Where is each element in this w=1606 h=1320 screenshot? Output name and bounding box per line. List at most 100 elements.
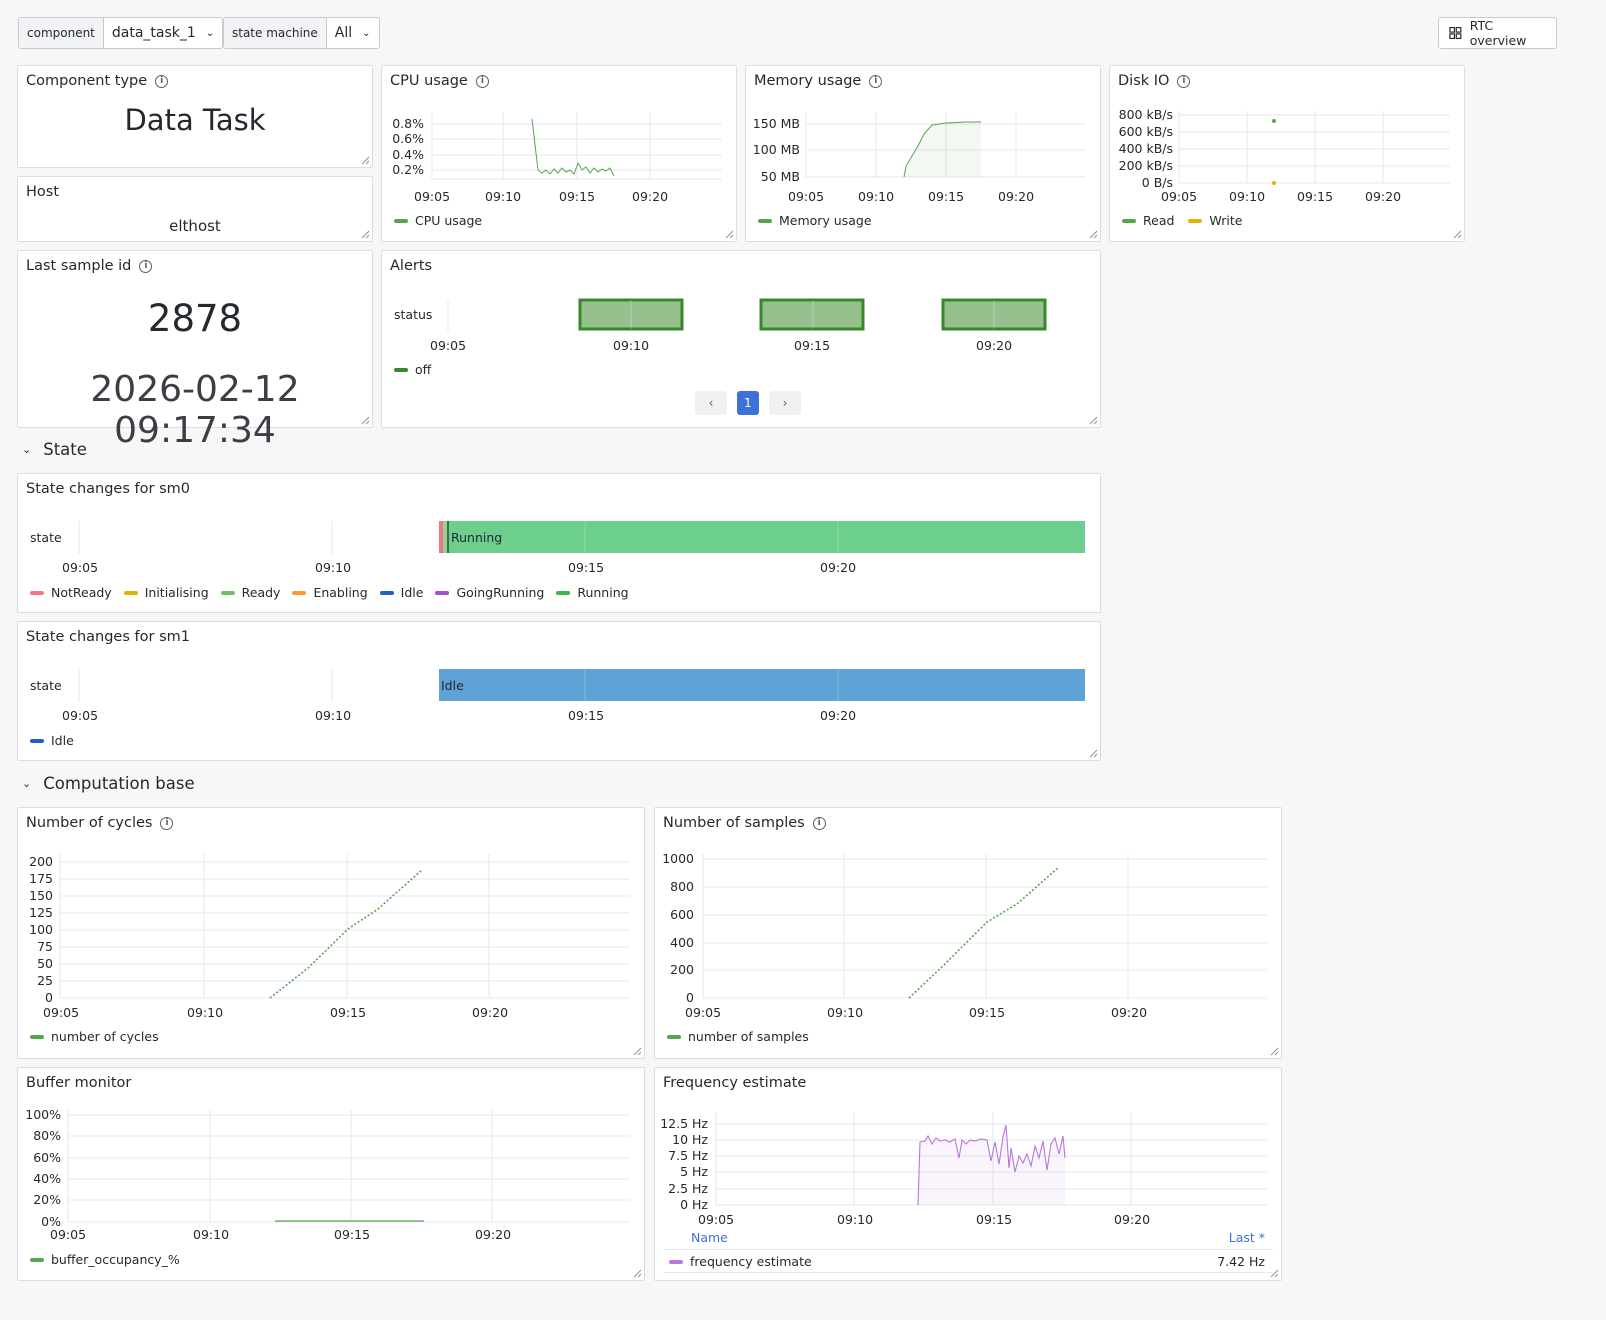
y-tick: 0 — [45, 990, 53, 1005]
legend-item[interactable]: Enabling — [292, 585, 368, 600]
legend-item[interactable]: NotReady — [30, 585, 112, 600]
legend-table-header-name[interactable]: Name — [691, 1230, 728, 1245]
y-tick: 600 — [670, 907, 694, 922]
legend-item[interactable]: Running — [556, 585, 629, 600]
legend-item[interactable]: GoingRunning — [435, 585, 544, 600]
component-variable-select[interactable]: data_task_1 ⌄ — [104, 18, 222, 48]
frequency-estimate-panel: Frequency estimate 12.5 Hz 10 Hz 7.5 Hz … — [654, 1067, 1282, 1281]
x-tick: 09:05 — [1161, 189, 1198, 204]
legend-table-divider — [663, 1249, 1273, 1250]
resize-handle-icon[interactable] — [361, 416, 370, 425]
resize-handle-icon[interactable] — [633, 1047, 642, 1056]
legend-item[interactable]: number of samples — [667, 1029, 809, 1044]
cycles-line — [269, 869, 423, 999]
resize-handle-icon[interactable] — [1089, 416, 1098, 425]
cycles-plot — [59, 854, 630, 999]
y-tick: 0.4% — [392, 147, 424, 162]
legend-label: NotReady — [51, 585, 112, 600]
resize-handle-icon[interactable] — [1453, 230, 1462, 239]
number-of-cycles-panel: Number of cycles i 200 175 150 125 100 75… — [17, 807, 645, 1059]
memory-usage-plot — [805, 112, 1086, 178]
component-variable-value: data_task_1 — [111, 25, 196, 41]
x-tick: 09:05 — [50, 1227, 87, 1242]
previous-page-button[interactable]: ‹ — [695, 391, 727, 415]
legend-label: Idle — [400, 585, 424, 600]
y-tick: 0% — [41, 1214, 61, 1229]
legend: Read Write — [1122, 213, 1242, 228]
legend-table-row[interactable]: frequency estimate — [669, 1254, 812, 1269]
legend-item[interactable]: Write — [1188, 213, 1242, 228]
y-tick: 80% — [33, 1128, 61, 1143]
x-tick: 09:20 — [1114, 1212, 1151, 1227]
state-machine-variable-value: All — [334, 25, 353, 41]
legend-item[interactable]: Read — [1122, 213, 1174, 228]
x-tick: 09:10 — [837, 1212, 874, 1227]
alert-bar — [759, 298, 865, 331]
legend-item[interactable]: buffer_occupancy_% — [30, 1252, 180, 1267]
cpu-usage-plot — [431, 112, 722, 180]
legend-item[interactable]: Idle — [379, 585, 424, 600]
resize-handle-icon[interactable] — [1089, 749, 1098, 758]
info-icon[interactable]: i — [869, 74, 883, 88]
state-machine-variable[interactable]: state machine All ⌄ — [223, 17, 380, 49]
legend-label: CPU usage — [415, 213, 483, 228]
y-tick: 600 kB/s — [1118, 124, 1173, 139]
state-section-header[interactable]: ⌄ State — [22, 440, 87, 459]
component-variable-label: component — [19, 18, 104, 48]
y-tick: 40% — [33, 1171, 61, 1186]
legend-label: number of samples — [688, 1029, 809, 1044]
legend-item[interactable]: Ready — [220, 585, 280, 600]
y-tick: 20% — [33, 1192, 61, 1207]
x-tick: 09:20 — [976, 338, 1013, 353]
y-tick: 200 kB/s — [1118, 158, 1173, 173]
resize-handle-icon[interactable] — [1270, 1269, 1279, 1278]
rtc-overview-button[interactable]: RTC overview — [1438, 17, 1557, 49]
state-machine-variable-label: state machine — [224, 18, 327, 48]
panel-title: CPU usage — [390, 73, 468, 89]
state-machine-variable-select[interactable]: All ⌄ — [327, 18, 379, 48]
host-panel: Host elthost — [17, 176, 373, 242]
legend-item[interactable]: Initialising — [123, 585, 209, 600]
legend-item[interactable]: Idle — [30, 733, 74, 748]
info-icon[interactable]: i — [1177, 74, 1191, 88]
resize-handle-icon[interactable] — [1089, 230, 1098, 239]
x-tick: 09:15 — [334, 1227, 371, 1242]
legend-label: Write — [1209, 213, 1243, 228]
last-sample-panel: Last sample id i 2878 2026-02-12 09:17:34 — [17, 250, 373, 451]
last-sample-time: 2026-02-12 09:17:34 — [90, 369, 300, 451]
info-icon[interactable]: i — [155, 74, 169, 88]
computation-section-header[interactable]: ⌄ Computation base — [22, 774, 195, 793]
panel-title: Number of cycles — [26, 815, 153, 831]
panel-title: Last sample id — [26, 258, 132, 274]
info-icon[interactable]: i — [160, 816, 174, 830]
y-tick: 200 — [670, 962, 694, 977]
resize-handle-icon[interactable] — [725, 230, 734, 239]
y-tick: 50 MB — [760, 169, 800, 184]
frequency-plot — [715, 1112, 1267, 1206]
x-tick: 09:15 — [794, 338, 831, 353]
resize-handle-icon[interactable] — [633, 1269, 642, 1278]
legend-item[interactable]: number of cycles — [30, 1029, 159, 1044]
info-icon[interactable]: i — [475, 74, 489, 88]
legend-item[interactable]: CPU usage — [394, 213, 482, 228]
info-icon[interactable]: i — [139, 259, 153, 273]
rtc-overview-label: RTC overview — [1469, 18, 1527, 48]
panel-title: Host — [26, 184, 60, 200]
legend-table-header-last[interactable]: Last * — [1228, 1230, 1265, 1245]
disk-io-panel: Disk IO i 800 kB/s 600 kB/s 400 kB/s 200 … — [1109, 65, 1465, 242]
panel-title: State changes for sm0 — [26, 481, 190, 497]
info-icon[interactable]: i — [812, 816, 826, 830]
page-1-button[interactable]: 1 — [737, 391, 759, 415]
component-variable[interactable]: component data_task_1 ⌄ — [18, 17, 224, 49]
resize-handle-icon[interactable] — [1270, 1047, 1279, 1056]
x-tick: 09:15 — [559, 189, 596, 204]
section-title: Computation base — [43, 774, 195, 793]
legend-label: number of cycles — [51, 1029, 159, 1044]
resize-handle-icon[interactable] — [361, 156, 370, 165]
next-page-button[interactable]: › — [769, 391, 801, 415]
x-tick: 09:20 — [998, 189, 1035, 204]
legend-item[interactable]: off — [394, 362, 431, 377]
resize-handle-icon[interactable] — [361, 230, 370, 239]
legend-label: Idle — [51, 733, 74, 748]
legend-item[interactable]: Memory usage — [758, 213, 872, 228]
